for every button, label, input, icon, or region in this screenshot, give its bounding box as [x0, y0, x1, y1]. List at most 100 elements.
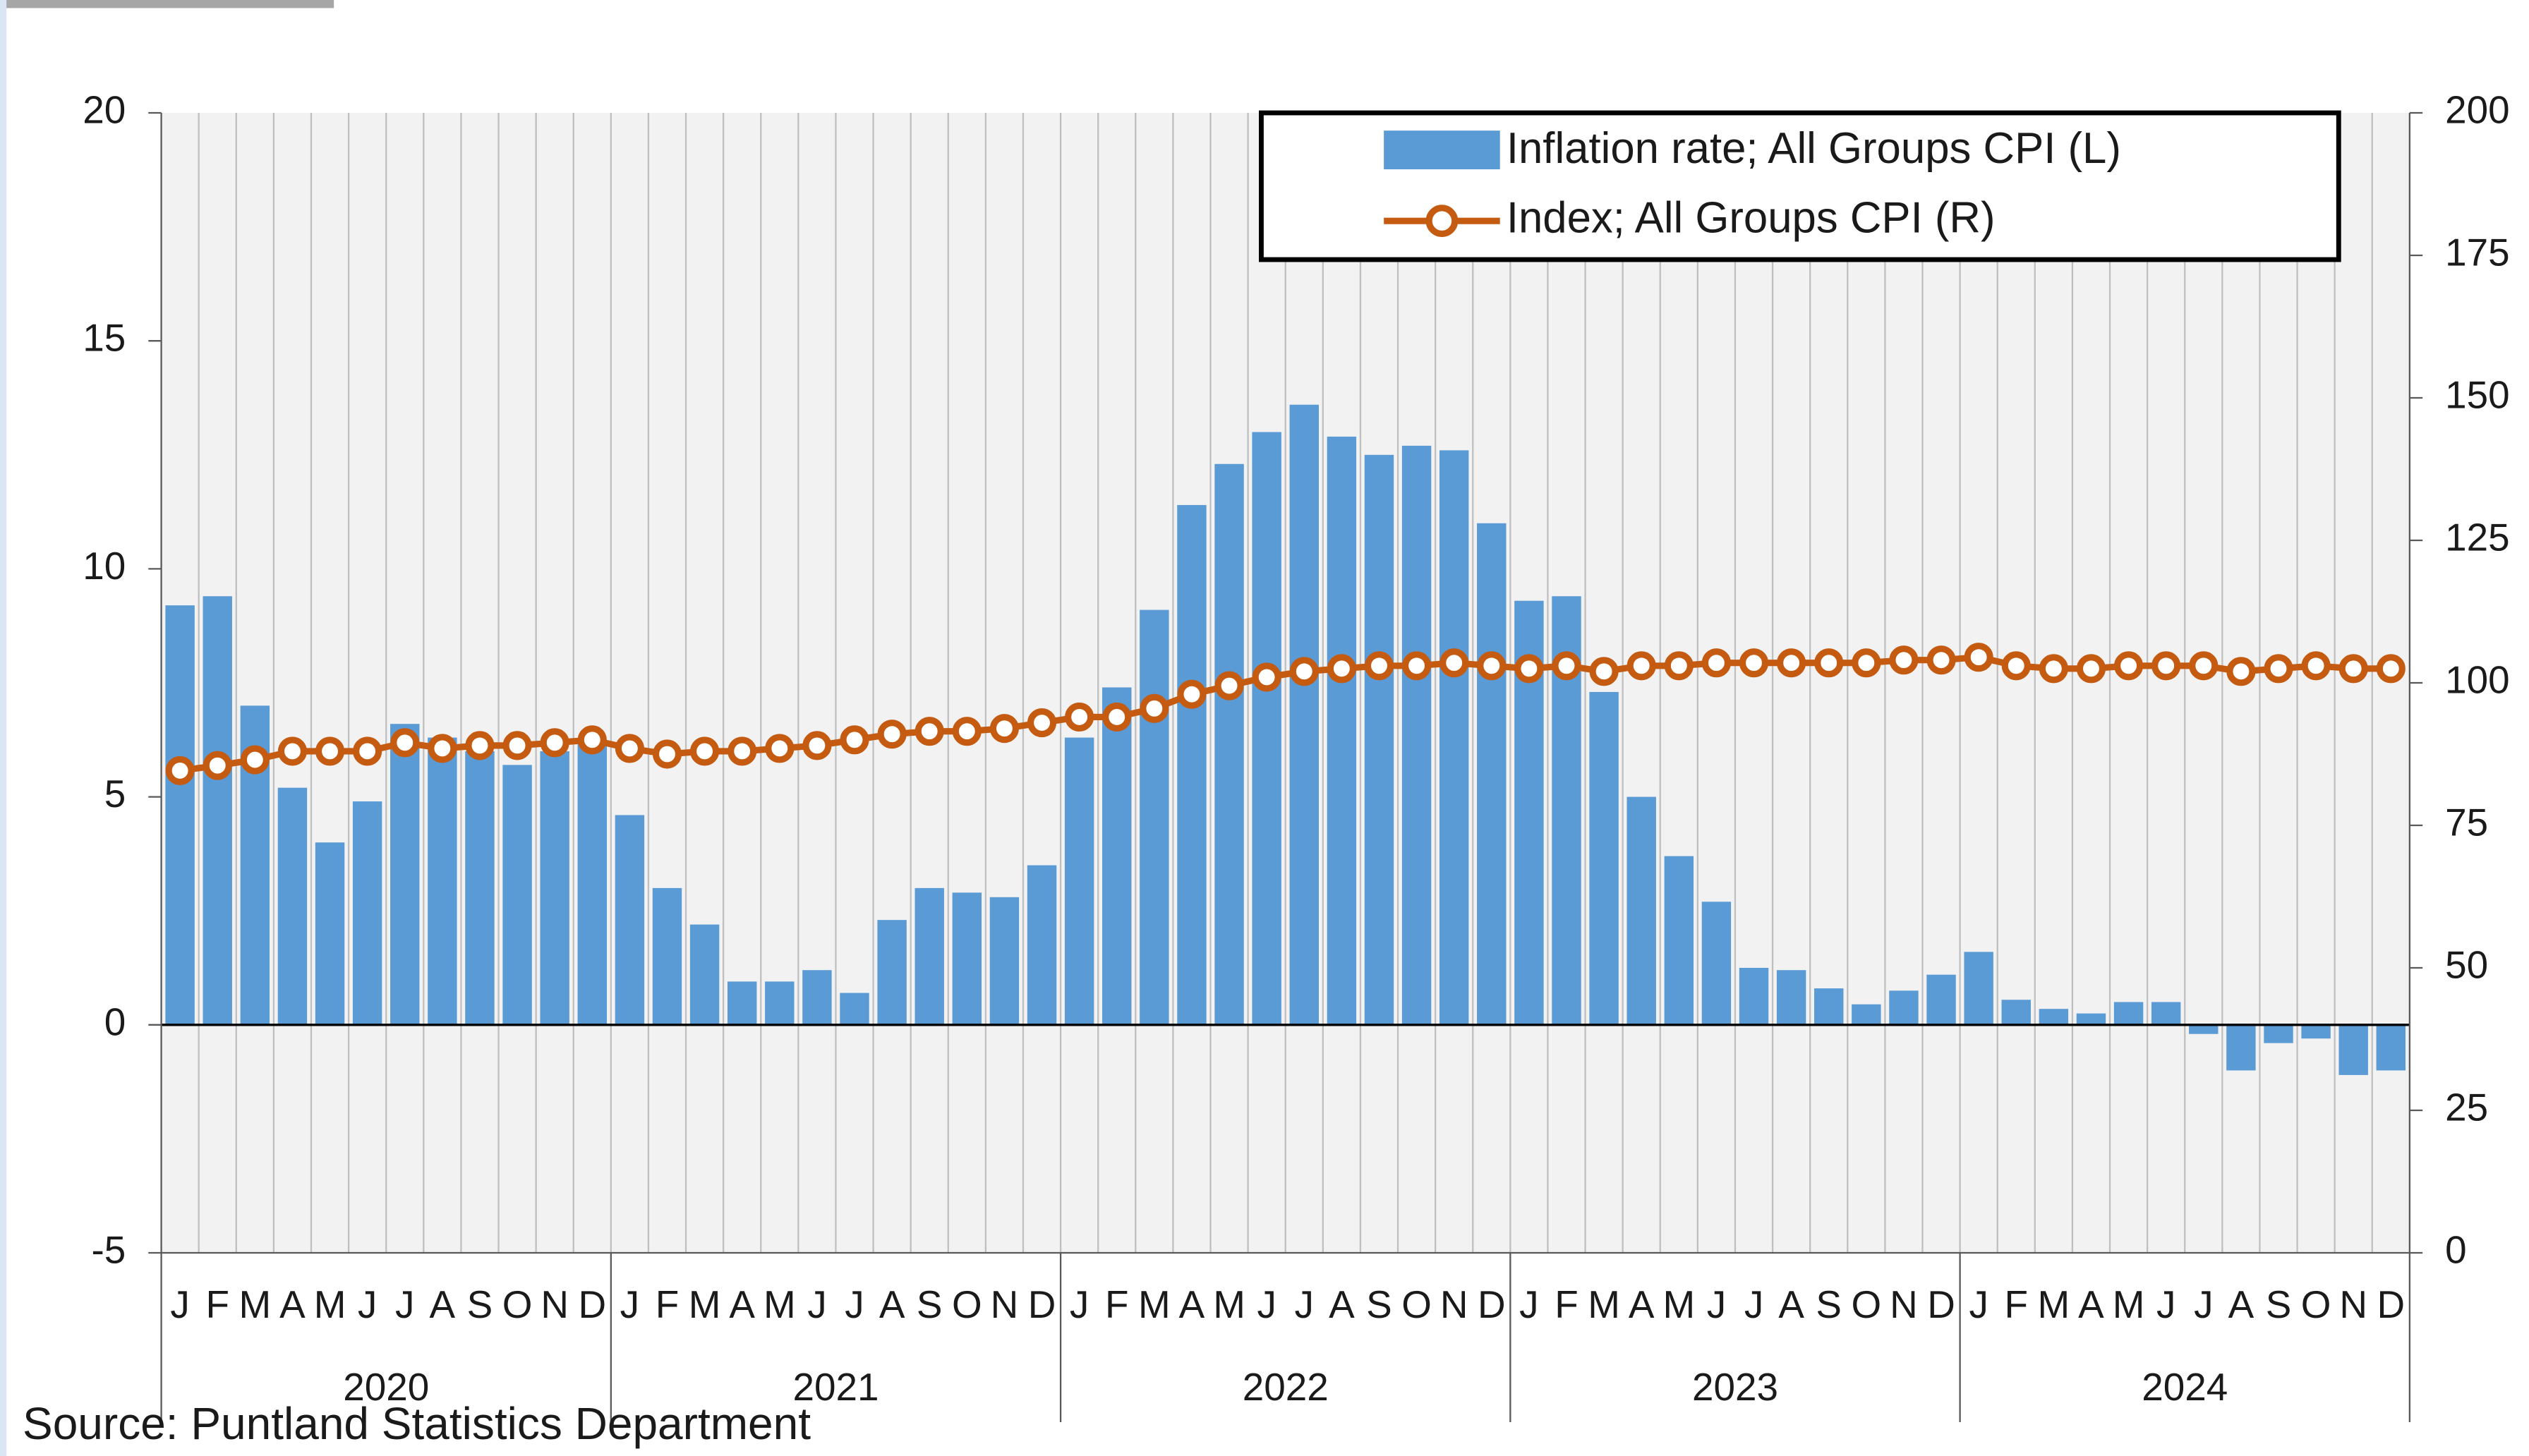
marker: [1889, 645, 1919, 675]
marker: [353, 736, 382, 766]
marker: [1065, 702, 1094, 732]
bar: [2226, 1024, 2256, 1071]
y-tick-label: 0: [104, 1000, 126, 1043]
marker: [390, 728, 420, 758]
x-tick-label: M: [1138, 1282, 1171, 1326]
marker: [2039, 654, 2068, 684]
marker: [1777, 648, 1806, 678]
x-tick-label: A: [2078, 1282, 2104, 1326]
marker: [465, 731, 495, 760]
x-tick-label: M: [1213, 1282, 1245, 1326]
marker: [577, 725, 607, 755]
x-tick-label: J: [170, 1282, 189, 1326]
bar: [1364, 454, 1394, 1025]
bar: [1401, 445, 1432, 1025]
year-label: 2024: [2142, 1365, 2228, 1409]
marker: [277, 736, 308, 766]
x-tick-label: J: [2194, 1282, 2213, 1326]
bar: [727, 981, 757, 1025]
x-tick-label: S: [1816, 1282, 1842, 1326]
marker: [1964, 643, 1993, 672]
bar: [1964, 952, 1993, 1025]
bar: [915, 887, 944, 1025]
x-tick-label: M: [689, 1282, 721, 1326]
bars: [161, 404, 2410, 1075]
x-tick-label: F: [205, 1282, 229, 1326]
bar: [428, 737, 457, 1025]
marker: [1664, 651, 1694, 681]
bar: [2001, 1000, 2031, 1025]
x-tick-label: A: [1778, 1282, 1804, 1326]
x-tick-label: D: [578, 1282, 606, 1326]
bar: [540, 751, 569, 1025]
marker: [652, 739, 682, 769]
bar: [1626, 796, 1656, 1025]
bar: [2264, 1024, 2293, 1043]
bar: [1477, 523, 1507, 1025]
x-tick-label: M: [314, 1282, 346, 1326]
x-tick-label: F: [2004, 1282, 2028, 1326]
bar: [1140, 609, 1169, 1025]
legend-swatch: [1384, 131, 1500, 169]
bar: [877, 920, 907, 1025]
marker: [690, 736, 720, 766]
marker: [2076, 654, 2106, 684]
marker: [2338, 654, 2368, 684]
marker: [2226, 657, 2256, 686]
y-tick-label: 10: [83, 544, 126, 588]
x-tick-label: J: [1744, 1282, 1763, 1326]
marker: [1852, 648, 1881, 678]
bar: [689, 924, 720, 1025]
marker: [1739, 648, 1769, 678]
bar: [1776, 970, 1806, 1025]
y2-tick-label: 50: [2445, 942, 2488, 986]
y2-tick-label: 75: [2445, 800, 2488, 844]
x-tick-label: M: [763, 1282, 796, 1326]
x-tick-label: O: [1852, 1282, 1882, 1326]
x-tick-label: F: [1105, 1282, 1129, 1326]
marker: [1701, 648, 1731, 678]
bar: [2151, 1002, 2181, 1025]
marker: [1626, 651, 1656, 681]
x-tick-label: S: [917, 1282, 943, 1326]
marker: [1514, 654, 1544, 684]
y2-tick-label: 200: [2445, 87, 2510, 131]
x-tick-label: A: [1179, 1282, 1205, 1326]
marker: [728, 736, 757, 766]
bar: [615, 815, 645, 1025]
year-label: 2021: [792, 1365, 879, 1409]
x-tick-label: M: [1588, 1282, 1620, 1326]
x-tick-label: F: [1555, 1282, 1579, 1326]
marker: [1552, 651, 1581, 681]
marker: [540, 728, 569, 758]
bar: [952, 892, 982, 1025]
bar: [1664, 856, 1694, 1025]
marker: [1140, 693, 1169, 723]
marker: [915, 717, 944, 746]
x-tick-label: J: [1257, 1282, 1276, 1326]
x-tick-label: J: [1519, 1282, 1538, 1326]
y2-tick-label: 125: [2445, 515, 2510, 559]
year-label: 2020: [343, 1365, 429, 1409]
marker: [952, 717, 982, 746]
bar: [1926, 974, 1956, 1025]
bar: [1701, 902, 1732, 1025]
bar: [203, 596, 232, 1025]
x-tick-label: A: [729, 1282, 755, 1326]
marker: [1814, 648, 1844, 678]
marker: [2151, 651, 2181, 681]
bar: [1739, 968, 1769, 1025]
bar: [989, 897, 1020, 1025]
bar: [1439, 450, 1469, 1025]
y-tick-label: 15: [83, 316, 126, 360]
bar: [2076, 1013, 2106, 1025]
x-tick-label: N: [541, 1282, 569, 1326]
x-tick-label: M: [2113, 1282, 2145, 1326]
marker: [1177, 679, 1207, 709]
legend-label: Index; All Groups CPI (R): [1507, 193, 1996, 242]
x-tick-label: O: [2301, 1282, 2331, 1326]
y2-tick-label: 25: [2445, 1085, 2488, 1129]
bar: [165, 605, 195, 1025]
bar: [1027, 865, 1057, 1025]
